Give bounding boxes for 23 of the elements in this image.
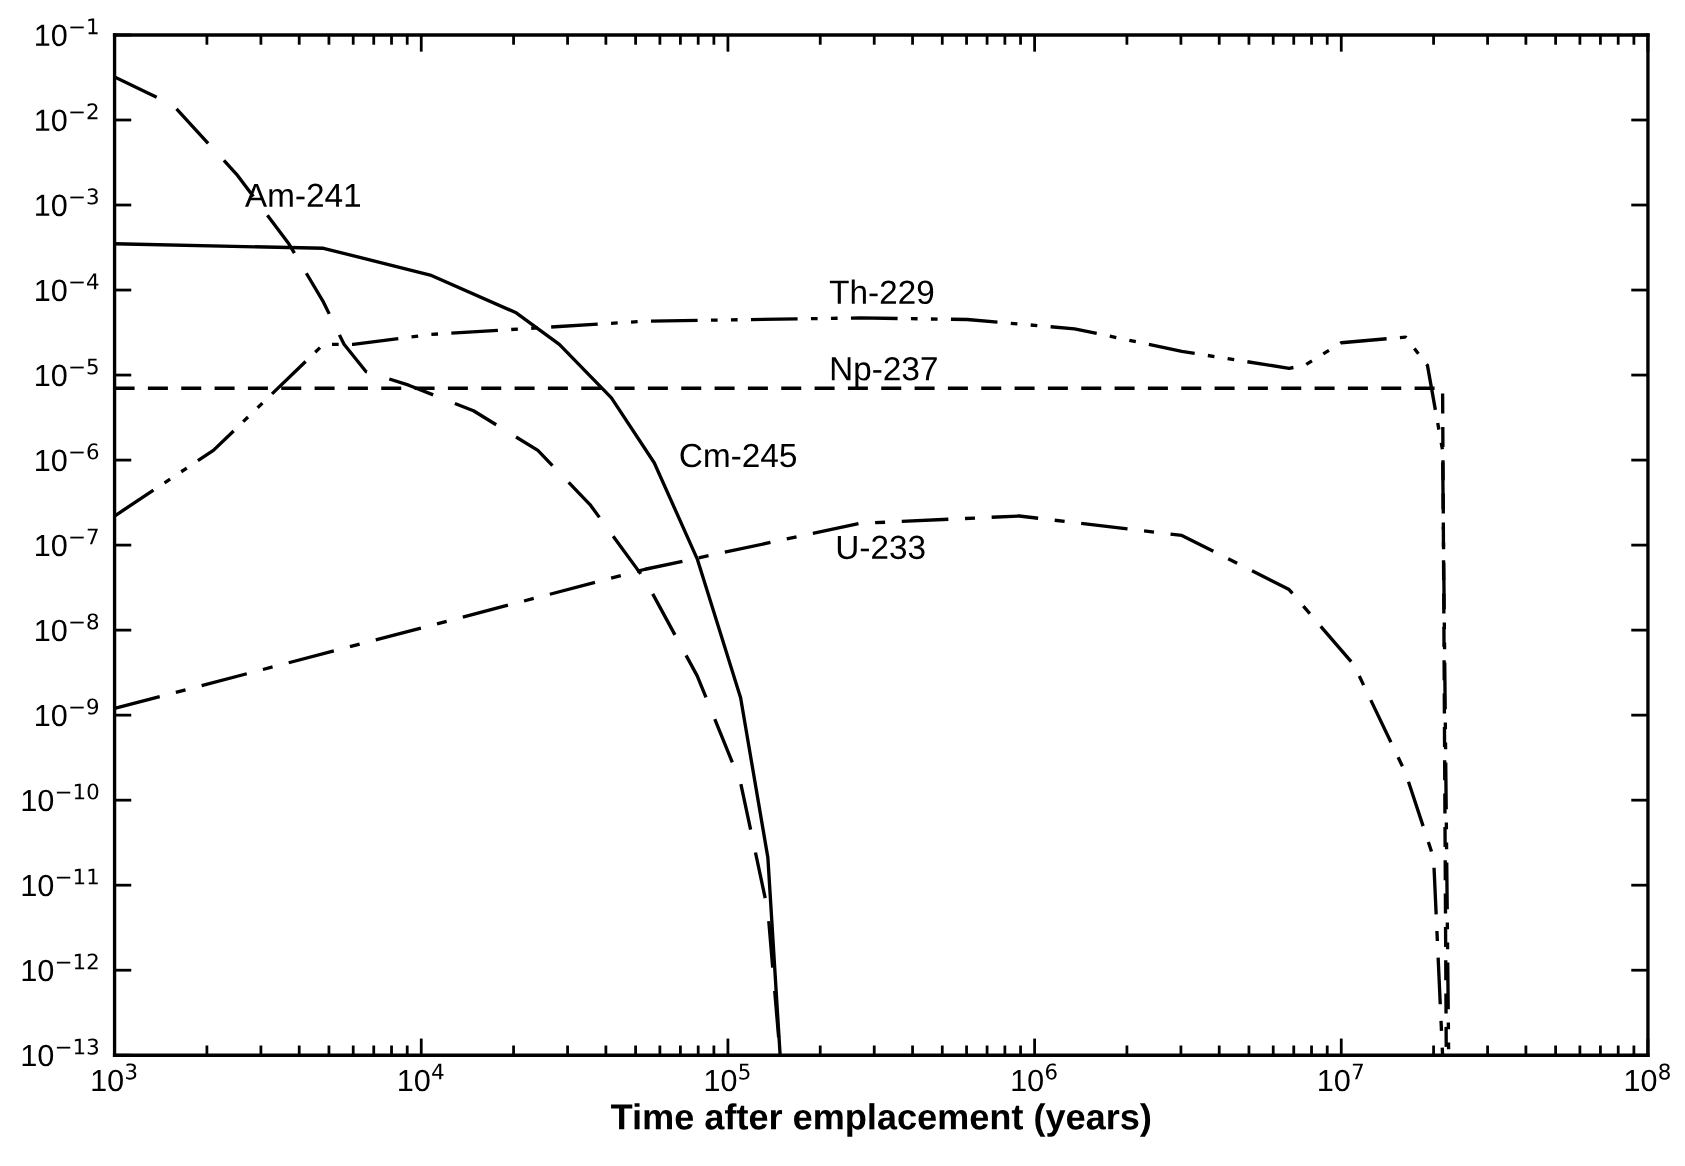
y-tick-label: 10$^{−12}$	[22, 953, 98, 982]
y-tick-label: 10$^{−10}$	[22, 783, 99, 812]
series-label: Th-229	[829, 279, 934, 305]
x-tick-label: 10$^{5}$	[705, 1063, 750, 1092]
y-tick-label: 10$^{−5}$	[36, 358, 98, 387]
x-tick-label: 10$^{7}$	[1319, 1063, 1363, 1092]
y-tick-label: 10$^{−6}$	[36, 443, 99, 472]
y-tick-label: 10$^{−8}$	[36, 613, 99, 642]
x-tick-label: 10$^{4}$	[399, 1063, 444, 1092]
x-tick-label: 10$^{8}$	[1625, 1063, 1670, 1092]
y-tick-label: 10$^{−7}$	[36, 528, 98, 557]
series-label: Am-241	[244, 183, 360, 207]
y-tick-label: 10$^{−11}$	[22, 868, 98, 897]
x-tick-label: 10$^{6}$	[1012, 1063, 1057, 1092]
series-label: Np-237	[831, 357, 937, 388]
x-axis-title: Time after emplacement (years)	[611, 1103, 1151, 1137]
series-label: U-233	[837, 535, 925, 560]
y-tick-label: 10$^{−4}$	[36, 273, 99, 302]
y-tick-label: 10$^{−1}$	[36, 18, 98, 47]
y-tick-label: 10$^{−3}$	[36, 188, 98, 217]
y-tick-label: 10$^{−2}$	[36, 103, 98, 132]
series-label: Cm-245	[680, 443, 797, 468]
y-tick-label: 10$^{−9}$	[36, 698, 99, 727]
